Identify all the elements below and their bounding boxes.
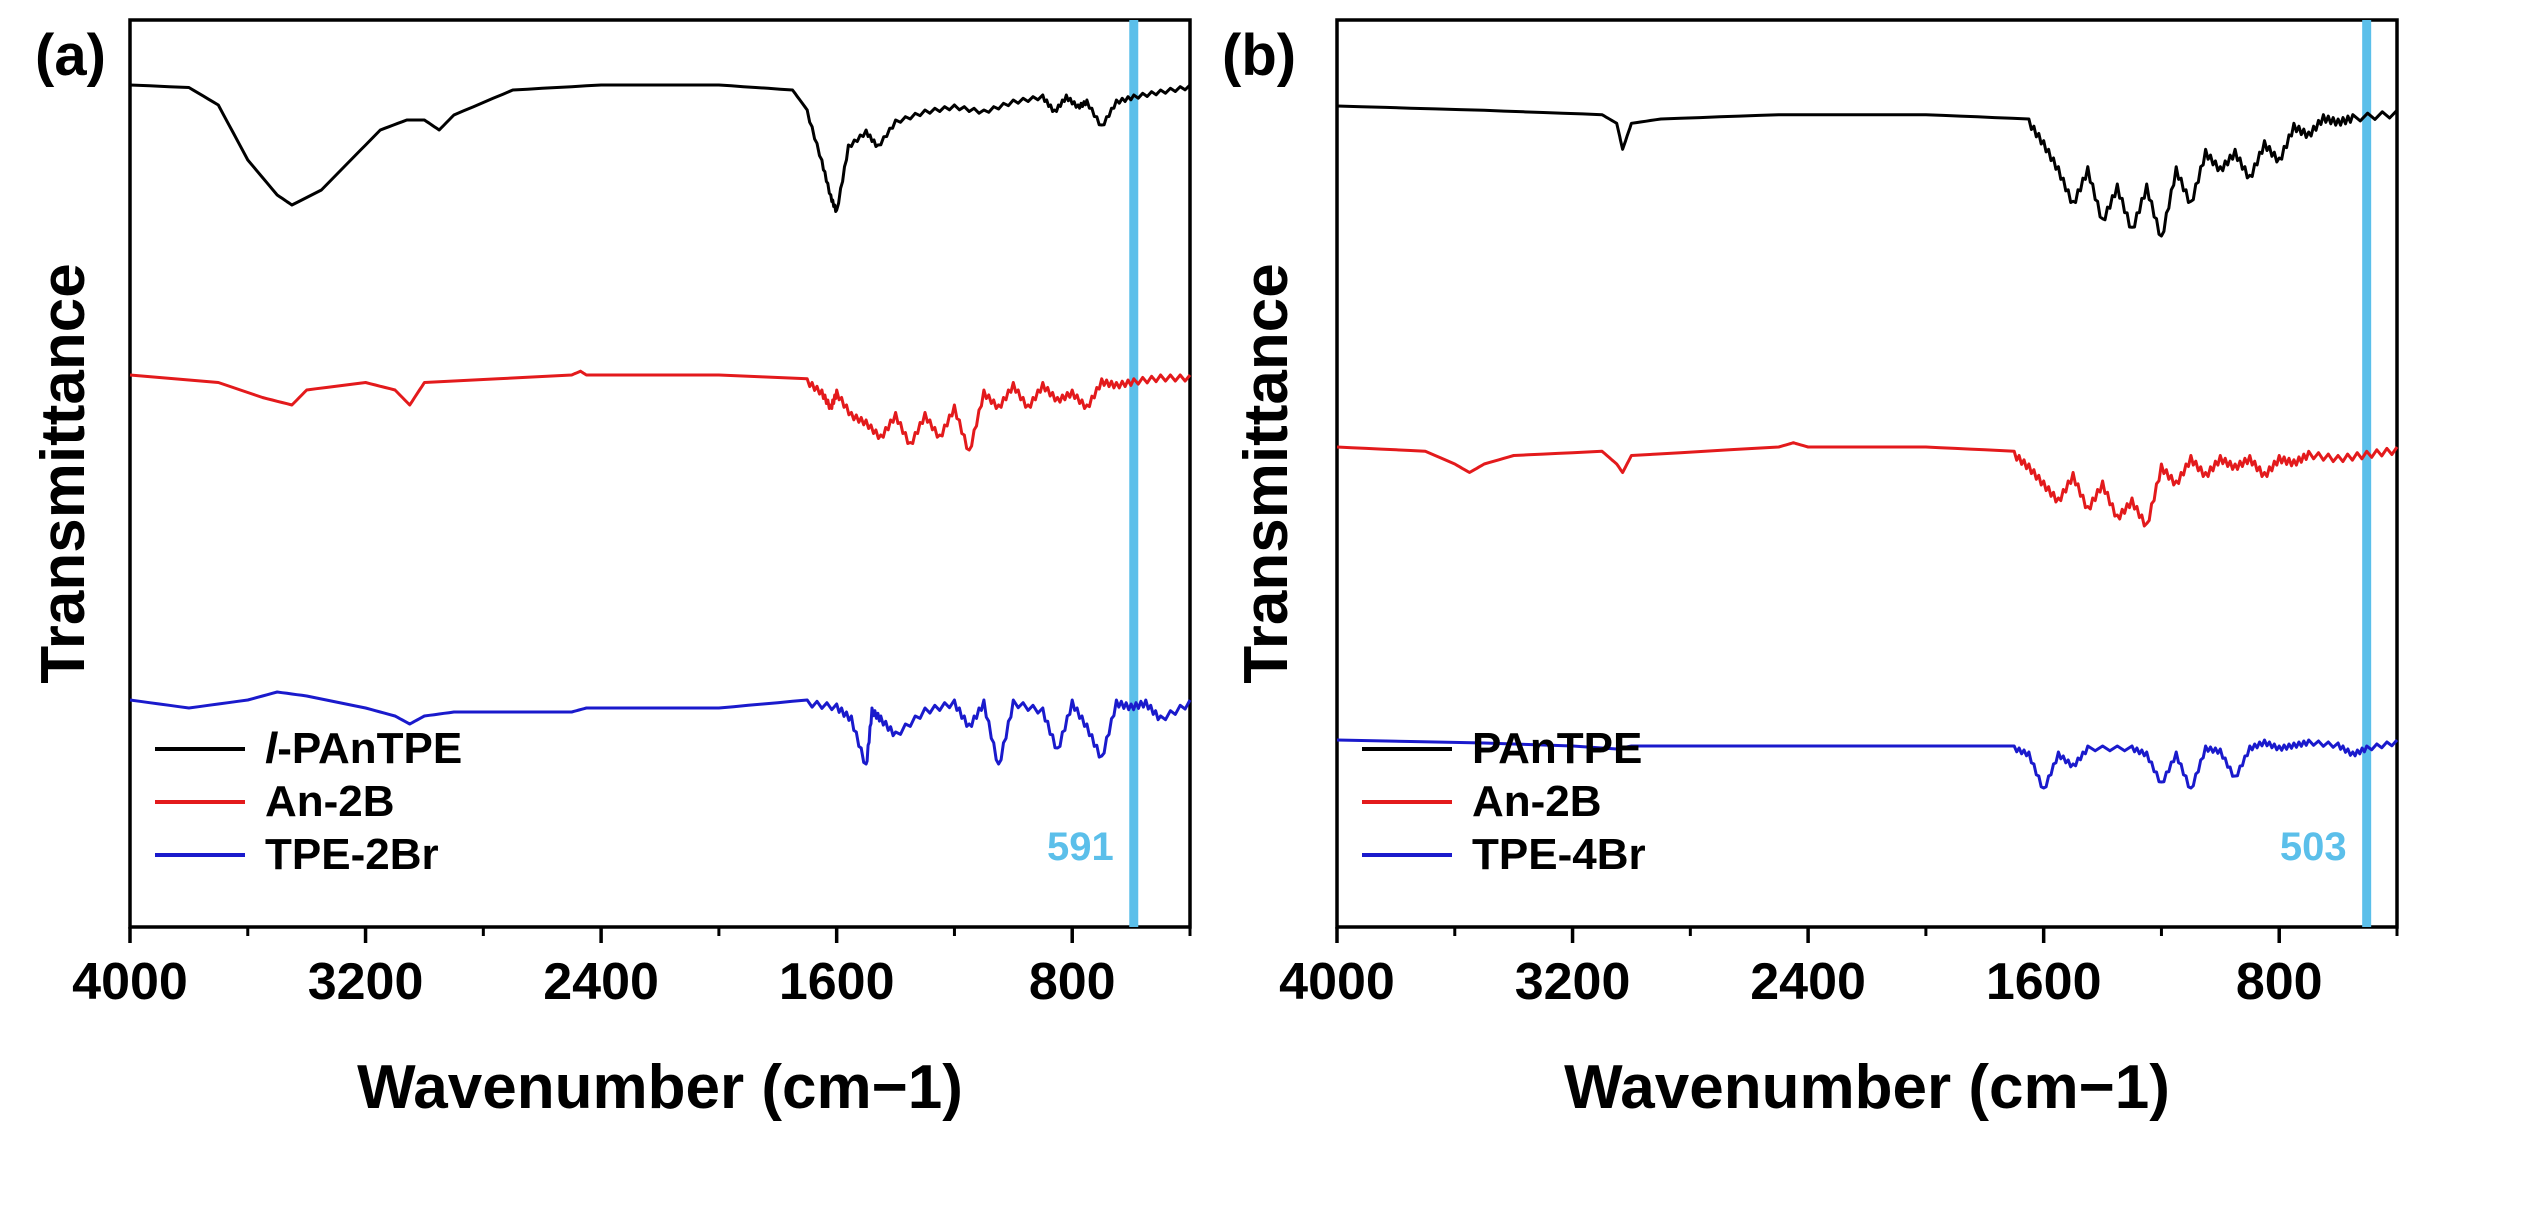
- plot-frame: [128, 18, 1192, 929]
- y-axis-label: Transmittance: [1232, 263, 1301, 683]
- series-line-an-2b: [129, 369, 1192, 452]
- legend-label-italic: l: [265, 724, 278, 773]
- legend-label-text: TPE-4Br: [1472, 830, 1646, 879]
- legend-label-text: PAnTPE: [1472, 724, 1642, 773]
- x-tick-label: 3200: [308, 953, 424, 1011]
- marker-line-label: 503: [2280, 825, 2347, 869]
- legend-label: TPE-2Br: [265, 830, 439, 879]
- panel-label: (b): [1222, 23, 1296, 88]
- chart-panel-b: 503 4000 3200 2400 1600 800 Wavenumber (cm−1) T…: [1222, 18, 2399, 1122]
- legend-label: An-2B: [265, 777, 395, 826]
- x-tick-label: 1600: [1986, 953, 2102, 1011]
- x-tick-label: 800: [1029, 953, 1116, 1011]
- legend-label: An-2B: [1472, 777, 1602, 826]
- x-tick-label: 4000: [72, 953, 188, 1011]
- series-line-pantpe: [1336, 104, 2399, 238]
- legend-label: l-PAnTPE: [265, 724, 462, 773]
- x-axis-label: Wavenumber (cm−1): [1564, 1053, 2170, 1122]
- legend-label: TPE-4Br: [1472, 830, 1646, 879]
- x-tick-label: 4000: [1279, 953, 1395, 1011]
- series-line-an-2b: [1336, 441, 2399, 528]
- legend-label-text: An-2B: [1472, 777, 1602, 826]
- plot-frame: [1335, 18, 2399, 929]
- chart-panel-a: 591 4000 3200 2400 1600 800 Wavenumber (cm−1) T…: [29, 18, 1192, 1122]
- series-line-tpe-2br: [129, 690, 1192, 766]
- x-tick-label: 800: [2236, 953, 2323, 1011]
- marker-line-label: 591: [1047, 825, 1114, 869]
- series-line-l-pantpe: [129, 83, 1192, 213]
- x-axis-label: Wavenumber (cm−1): [357, 1053, 963, 1122]
- panel-label: (a): [35, 23, 106, 88]
- y-axis-label: Transmittance: [29, 263, 98, 683]
- legend-label-text: TPE-2Br: [265, 830, 439, 879]
- legend-label-text: -PAnTPE: [277, 724, 462, 773]
- x-tick-label: 3200: [1515, 953, 1631, 1011]
- x-tick-label: 2400: [1750, 953, 1866, 1011]
- x-tick-label: 2400: [543, 953, 659, 1011]
- x-tick-label: 1600: [779, 953, 895, 1011]
- legend-label: PAnTPE: [1472, 724, 1642, 773]
- series-line-tpe-4br: [1336, 738, 2399, 790]
- legend-label-text: An-2B: [265, 777, 395, 826]
